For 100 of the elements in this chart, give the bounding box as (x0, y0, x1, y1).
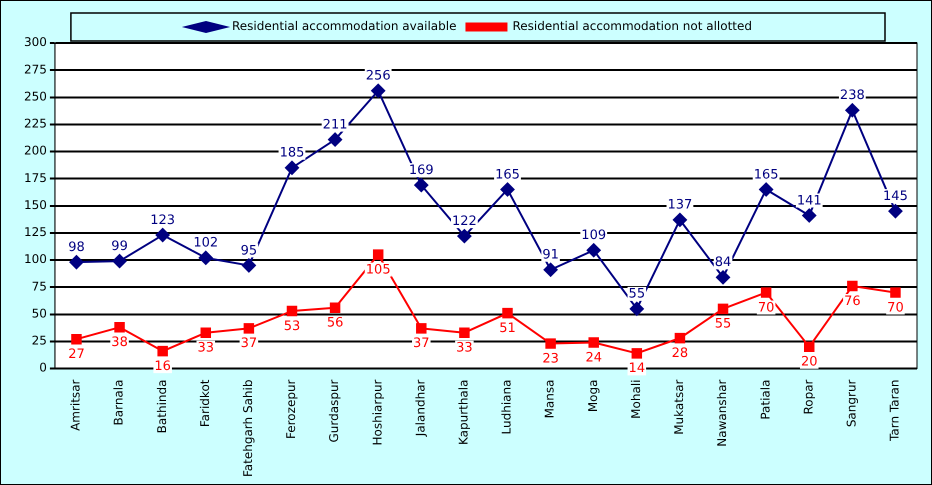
point (71, 334, 82, 344)
point (330, 302, 340, 313)
point (802, 208, 816, 223)
data-label: 238 (840, 88, 865, 104)
data-label: 137 (668, 198, 692, 213)
x-tick-label: Mukatsar (672, 379, 686, 435)
data-label: 145 (883, 189, 908, 204)
data-label: 165 (754, 167, 779, 182)
data-label: 70 (758, 300, 774, 316)
data-label: 84 (714, 255, 732, 270)
data-label: 27 (68, 347, 85, 362)
y-tick-label: 275 (24, 62, 47, 76)
point (244, 323, 254, 334)
x-tick-label: Patiala (758, 380, 772, 420)
point (200, 327, 212, 338)
data-label: 76 (844, 294, 861, 309)
data-label: 33 (456, 340, 473, 356)
x-tick-label: Ropar (801, 379, 816, 415)
y-tick-label: 25 (32, 334, 47, 348)
point (845, 103, 860, 118)
x-tick-label: Nawanshar (715, 379, 730, 447)
x-tick-label: Bathinda (154, 380, 169, 434)
data-label: 16 (154, 359, 171, 374)
x-tick-label: Ferozepur (284, 379, 298, 439)
point (674, 332, 686, 344)
data-label: 169 (408, 163, 434, 178)
y-tick-label: 225 (24, 116, 47, 131)
data-label: 109 (581, 228, 606, 244)
data-label: 37 (413, 336, 430, 352)
point (372, 249, 384, 260)
y-tick-label: 200 (24, 144, 47, 158)
y-tick-label: 150 (24, 198, 47, 212)
data-label: 53 (284, 318, 300, 334)
x-tick-label: Amritsar (68, 379, 83, 431)
point (459, 327, 470, 338)
y-tick-label: 50 (32, 306, 47, 320)
point (588, 337, 599, 348)
point (586, 243, 601, 258)
data-label: 14 (628, 361, 646, 376)
x-tick-label: Ludhiana (500, 380, 514, 434)
point (544, 262, 558, 277)
point (457, 229, 472, 244)
data-label: 99 (111, 238, 128, 254)
point (416, 323, 427, 334)
data-label: 70 (887, 300, 904, 316)
y-tick-label: 175 (24, 170, 47, 185)
x-tick-label: Gurdaspur (327, 379, 342, 443)
point (804, 342, 814, 352)
point (632, 348, 642, 359)
point (157, 346, 168, 356)
data-label: 123 (150, 212, 176, 228)
x-tick-label: Mansa (542, 380, 557, 418)
point (759, 182, 774, 196)
point (284, 160, 299, 175)
point (630, 302, 644, 316)
point (156, 228, 170, 242)
point (718, 304, 728, 314)
point (69, 255, 84, 270)
point (890, 287, 901, 298)
point (545, 338, 556, 349)
data-label: 105 (366, 262, 391, 278)
data-label: 24 (585, 350, 602, 366)
data-label: 102 (193, 236, 218, 251)
x-tick-label: Mohali (628, 380, 643, 419)
point (760, 287, 772, 298)
point (500, 182, 515, 196)
point (502, 308, 513, 318)
data-label: 55 (714, 316, 732, 332)
y-tick-label: 75 (32, 279, 47, 294)
data-label: 23 (542, 351, 559, 366)
point (328, 132, 342, 147)
data-label: 55 (628, 286, 646, 302)
point (198, 250, 213, 265)
point (242, 258, 256, 272)
x-tick-label: Sangrur (844, 379, 858, 428)
x-tick-label: Fatehgarh Sahib (241, 380, 255, 478)
point (414, 178, 428, 192)
y-tick-label: 125 (24, 225, 47, 240)
data-label: 56 (326, 316, 344, 331)
x-tick-label: Moga (586, 380, 600, 412)
point (672, 212, 687, 227)
x-tick-label: Hoshiarpur (370, 379, 384, 446)
y-tick-label: 0 (39, 360, 47, 375)
data-label: 211 (322, 117, 348, 132)
x-tick-label: Tarn Taran (888, 380, 902, 442)
data-label: 38 (111, 335, 128, 350)
point (112, 254, 127, 268)
data-label: 28 (672, 346, 688, 362)
data-label: 98 (68, 240, 85, 256)
data-label: 122 (452, 214, 477, 230)
data-label: 51 (499, 321, 516, 336)
data-label: 33 (198, 340, 214, 356)
y-tick-label: 250 (24, 89, 47, 104)
data-label: 91 (542, 248, 559, 263)
point (371, 84, 386, 98)
data-label: 20 (800, 354, 818, 370)
point (888, 204, 902, 218)
point (114, 322, 125, 333)
legend-label: Residential accommodation available (232, 19, 456, 34)
data-label: 256 (366, 68, 391, 84)
